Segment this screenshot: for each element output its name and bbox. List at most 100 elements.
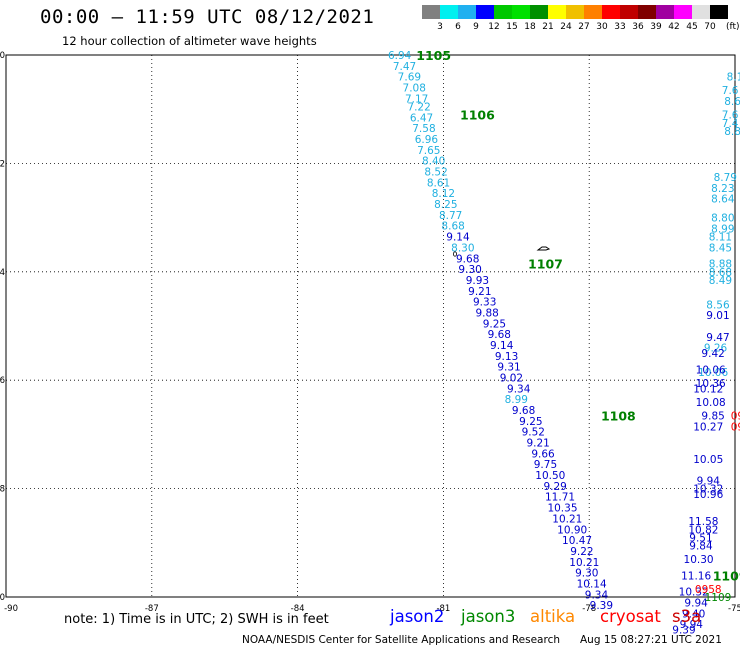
wave-height-value: 10.06 <box>698 367 728 379</box>
pass-time-label: 1105 <box>416 48 451 63</box>
lat-tick-label: -30 <box>0 51 5 61</box>
wave-height-value: 9.25 <box>483 318 506 330</box>
credit-line: NOAA/NESDIS Center for Satellite Applica… <box>242 634 560 646</box>
wave-height-value: 9.66 <box>531 448 555 460</box>
legend-label: 24 <box>560 22 572 32</box>
wave-height-value: 10.30 <box>684 554 714 566</box>
wave-height-value: 10.05 <box>693 454 723 466</box>
lon-tick-label: -90 <box>4 604 18 614</box>
wave-height-value: 9.85 <box>701 410 724 422</box>
wave-height-value: 8.68 <box>441 221 464 233</box>
wave-height-value: 6.94 <box>388 50 412 62</box>
wave-height-value: 9.75 <box>534 459 557 471</box>
wave-height-value: 7.08 <box>403 83 426 95</box>
lon-tick-label: -84 <box>291 604 305 614</box>
wave-height-value: 6.96 <box>415 134 439 146</box>
wave-height-value: 11.16 <box>681 570 711 582</box>
wave-height-value: 10.21 <box>552 513 582 525</box>
legend-label: 6 <box>455 22 461 32</box>
legend-label: 9 <box>473 22 479 32</box>
wave-height-value: 8.77 <box>439 210 462 222</box>
wave-height-value: 10.36 <box>696 378 726 390</box>
wave-height-value: 6.47 <box>410 112 433 124</box>
legend-label: 27 <box>578 22 590 32</box>
wave-height-value: 9.93 <box>466 275 489 287</box>
legend-unit: (ft) <box>726 22 740 32</box>
wave-height-value: 7.58 <box>412 123 435 135</box>
wave-height-value: 10.47 <box>562 535 592 547</box>
wave-height-value: 9.68 <box>456 253 479 265</box>
wave-height-value: 8.45 <box>709 242 732 254</box>
wave-height-value: 8.80 <box>711 213 734 225</box>
map-frame <box>5 54 736 598</box>
wave-height-value: 9.34 <box>507 383 531 395</box>
legend-label: 39 <box>650 22 662 32</box>
lat-tick-label: -34 <box>0 268 5 278</box>
legend-swatch <box>440 5 458 19</box>
island-shape <box>536 246 551 251</box>
wave-height-value: 10.90 <box>557 524 587 536</box>
legend-label: 45 <box>686 22 698 32</box>
wave-height-value: 7.6 <box>722 110 739 122</box>
lon-tick-label: -75 <box>728 604 740 614</box>
map-title: 00:00 – 11:59 UTC 08/12/2021 <box>40 6 375 28</box>
wave-height-value: 8.49 <box>709 275 732 287</box>
legend-label: 36 <box>632 22 644 32</box>
wave-height-value: 9.02 <box>500 372 523 384</box>
wave-height-value: 9.51 <box>689 532 712 544</box>
legend-swatch <box>602 5 620 19</box>
wave-height-value: 10.50 <box>535 470 565 482</box>
satellite-jason2: jason2 <box>390 607 445 626</box>
pass-time-label: 1106 <box>460 108 495 123</box>
wave-height-value: 9.14 <box>490 340 514 352</box>
wave-height-value: 7.4 <box>722 118 739 130</box>
wave-height-value: 9.40 <box>682 608 705 620</box>
wave-height-value: 9.94 <box>697 475 721 487</box>
wave-height-value: 10.32 <box>693 484 723 496</box>
lat-tick-label: -32 <box>0 159 5 169</box>
wave-height-value: 8.40 <box>422 156 445 168</box>
lon-tick-label: -81 <box>436 604 450 614</box>
wave-height-value: 9.34 <box>585 589 609 601</box>
wave-height-value: 9.29 <box>543 481 566 493</box>
legend-label: 21 <box>542 22 554 32</box>
legend-swatch <box>656 5 674 19</box>
legend-label: 3 <box>437 22 443 32</box>
wave-height-value: 8.8 <box>724 126 740 138</box>
lon-tick-label: -87 <box>145 604 159 614</box>
wave-height-value: 10.14 <box>577 578 607 590</box>
satellite-cryosat: cryosat <box>600 607 661 626</box>
generation-timestamp: Aug 15 08:27:21 UTC 2021 <box>580 634 722 646</box>
wave-height-value: 0958 <box>695 584 722 596</box>
wave-height-value: 9.88 <box>475 307 498 319</box>
wave-height-value: 9.01 <box>706 310 729 322</box>
wave-height-value: 8.6 <box>724 96 740 108</box>
wave-height-value: 9.68 <box>488 329 511 341</box>
footer-note: note: 1) Time is in UTC; 2) SWH is in fe… <box>64 612 329 627</box>
wave-height-value: 10.06 <box>696 364 726 376</box>
wave-height-value: 09 <box>731 421 740 433</box>
legend-label: 18 <box>524 22 536 32</box>
wave-height-value: 8.12 <box>432 188 455 200</box>
legend-swatch <box>494 5 512 19</box>
wave-height-value: 7.65 <box>417 145 440 157</box>
wave-height-value: 9.47 <box>706 332 729 344</box>
wave-height-value: 7.69 <box>398 72 421 84</box>
wave-height-value: 8.88 <box>709 259 732 271</box>
wave-height-value: 9.42 <box>701 348 724 360</box>
pass-time-label: 1107 <box>528 257 563 272</box>
wave-height-value: 8.1 <box>727 72 740 84</box>
wave-height-value: 9.31 <box>497 362 520 374</box>
wave-height-value: 8.99 <box>711 223 734 235</box>
wave-height-value: 8.56 <box>706 299 730 311</box>
wave-height-value: 7.47 <box>393 61 416 73</box>
legend-label: 12 <box>488 22 500 32</box>
legend-swatch <box>638 5 656 19</box>
wave-height-value: 9.52 <box>522 427 545 439</box>
wave-height-value: 9.94 <box>684 597 708 609</box>
wave-height-value: 8.61 <box>427 177 450 189</box>
wave-height-value: 7.6 <box>722 85 739 97</box>
pass-time-label: 1109 <box>713 568 740 583</box>
wave-height-value: 8.52 <box>424 167 447 179</box>
